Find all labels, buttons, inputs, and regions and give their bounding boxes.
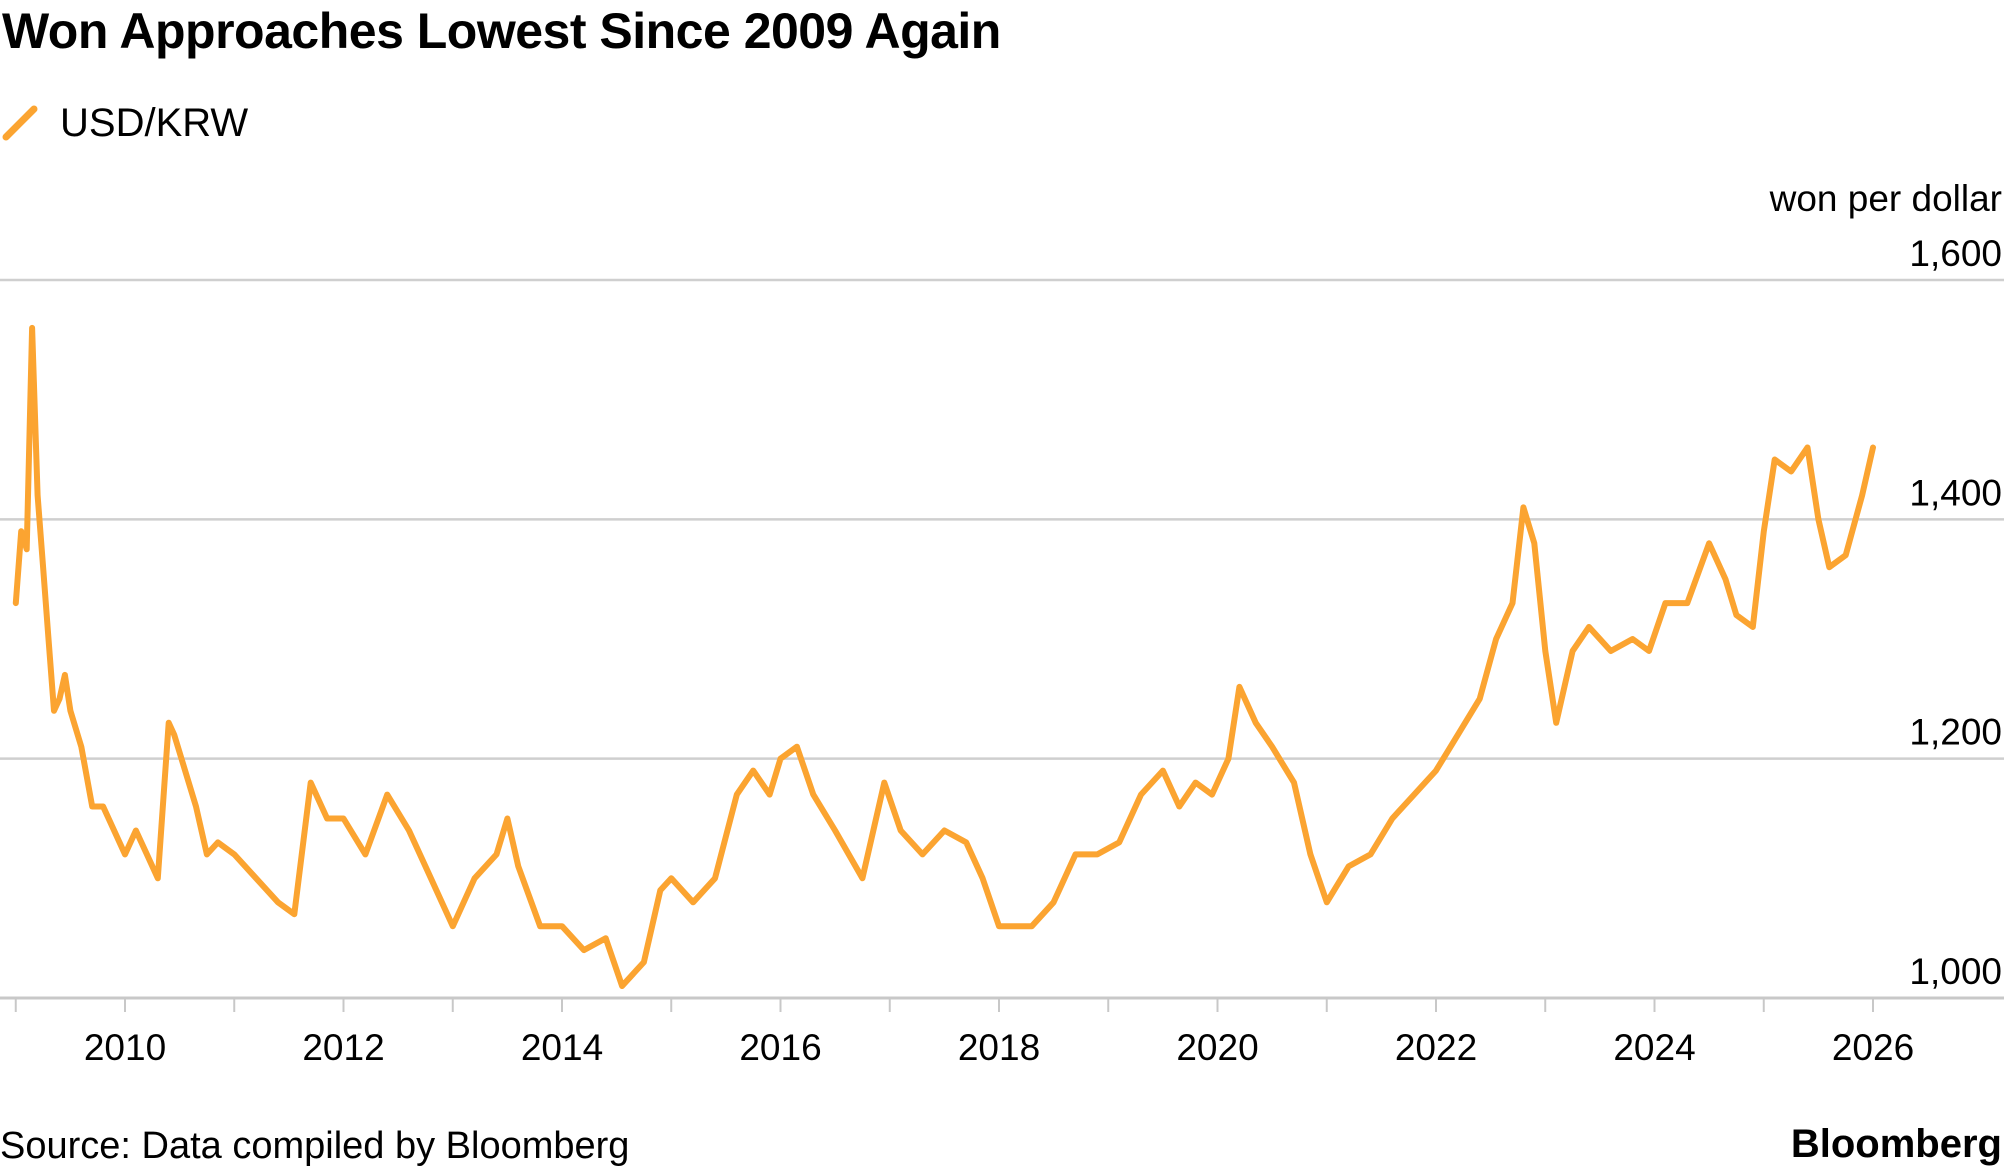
legend: USD/KRW: [2, 98, 248, 148]
y-tick-label: 1,000: [1909, 951, 2002, 992]
x-tick-label: 2022: [1395, 1027, 1477, 1068]
x-tick-label: 2016: [739, 1027, 821, 1068]
x-tick-label: 2010: [84, 1027, 166, 1068]
legend-label: USD/KRW: [60, 100, 249, 145]
legend-swatch-icon: [2, 105, 38, 141]
chart-title: Won Approaches Lowest Since 2009 Again: [2, 3, 1001, 59]
y-axis-unit-label: won per dollar: [1769, 178, 2002, 219]
y-tick-label: 1,200: [1909, 712, 2002, 753]
series-line-usd-krw: [12, 324, 1876, 989]
y-axis-ticks: 1,000 1,200 1,400 1,600: [1909, 233, 2002, 992]
brand-logo: Bloomberg: [1790, 1122, 2002, 1166]
x-axis: 2010 2012 2014 2016 2018 2020 2022 2024 2026: [0, 996, 2004, 1068]
y-tick-label: 1,600: [1909, 233, 2002, 274]
y-tick-label: 1,400: [1909, 472, 2002, 513]
x-tick-label: 2024: [1613, 1027, 1695, 1068]
x-tick-label: 2020: [1176, 1027, 1258, 1068]
x-tick-label: 2012: [302, 1027, 384, 1068]
series-group: [12, 324, 1876, 989]
x-tick-label: 2026: [1832, 1027, 1914, 1068]
source-note: Source: Data compiled by Bloomberg: [0, 1125, 630, 1167]
grid-lines: [0, 278, 2004, 760]
x-tick-label: 2018: [958, 1027, 1040, 1068]
x-tick-label: 2014: [521, 1027, 603, 1068]
